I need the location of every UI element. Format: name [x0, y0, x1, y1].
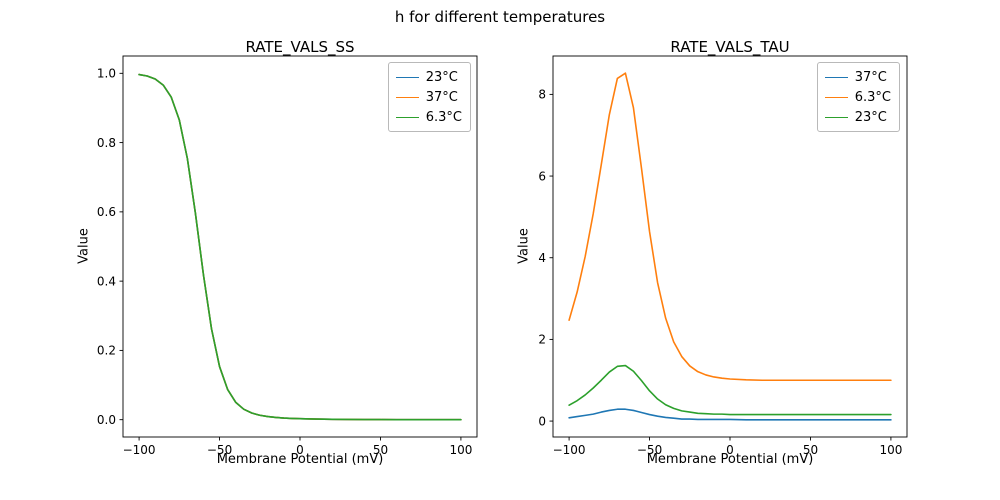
- x-tick-label: 100: [879, 443, 902, 457]
- y-tick-label: 0.8: [97, 136, 116, 150]
- x-tick-label: 100: [449, 443, 472, 457]
- y-axis-label-ss: Value: [76, 228, 92, 264]
- legend-line-sample: [824, 96, 848, 98]
- legend-label: 37°C: [854, 69, 887, 85]
- subplot-rate-vals-ss: −100 −50 0 50 100 0.0 0.2 0.4 0.6 0.8 1.0 RATE_VAL…: [76, 38, 478, 467]
- y-tick-label: 1.0: [97, 67, 116, 81]
- legend-entry-2: 23°C: [824, 107, 891, 127]
- x-tick-label: −100: [123, 443, 156, 457]
- figure-title: h for different temperatures: [394, 8, 606, 26]
- legend-label: 6.3°C: [854, 89, 891, 105]
- x-tick-label: −50: [207, 443, 232, 457]
- subplot-rate-vals-tau: −100 −50 0 50 100 0 2 4 6 8 RATE_VALS_TAU Value M…: [500, 0, 1000, 500]
- y-tick-label: 0.2: [97, 344, 116, 358]
- legend-label: 6.3°C: [425, 109, 462, 125]
- y-tick-label: 0.0: [97, 413, 116, 427]
- x-axis-label-tau: Membrane Potential (mV): [646, 452, 814, 467]
- subplot-title-tau: RATE_VALS_TAU: [670, 38, 790, 56]
- legend-line-sample: [395, 96, 419, 98]
- plot-area-tau: −100 −50 0 50 100 0 2 4 6 8: [538, 55, 908, 457]
- legend-entry-0: 23°C: [395, 67, 462, 87]
- legend-entry-1: 6.3°C: [824, 87, 891, 107]
- series-line-2: [138, 73, 462, 421]
- y-tick-label: 2: [538, 333, 546, 347]
- x-tick-label: 50: [373, 443, 388, 457]
- y-tick-label: 6: [538, 169, 546, 183]
- legend-label: 23°C: [425, 69, 458, 85]
- legend-line-sample: [395, 76, 419, 78]
- y-tick-label: 4: [538, 251, 546, 265]
- legend-label: 23°C: [854, 109, 887, 125]
- series-line-1: [568, 72, 892, 382]
- series-line-2: [568, 364, 892, 416]
- x-tick-label: 0: [726, 443, 734, 457]
- x-tick-label: 0: [296, 443, 304, 457]
- legend-entry-0: 37°C: [824, 67, 891, 87]
- subplot-title-ss: RATE_VALS_SS: [245, 38, 355, 56]
- legend-entry-2: 6.3°C: [395, 107, 462, 127]
- y-axis-label-tau: Value: [516, 228, 532, 264]
- legend-line-sample: [824, 76, 848, 78]
- x-tick-label: −100: [553, 443, 586, 457]
- x-axis-label-ss: Membrane Potential (mV): [216, 452, 384, 467]
- legend-label: 37°C: [425, 89, 458, 105]
- legend-entry-1: 37°C: [395, 87, 462, 107]
- legend-ss: 23°C 37°C 6.3°C: [387, 62, 471, 132]
- x-tick-label: −50: [637, 443, 662, 457]
- y-tick-label: 0.6: [97, 205, 116, 219]
- plot-area-ss: −100 −50 0 50 100 0.0 0.2 0.4 0.6 0.8 1.0: [97, 55, 478, 457]
- y-tick-label: 8: [538, 88, 546, 102]
- legend-line-sample: [824, 116, 848, 118]
- legend-tau: 37°C 6.3°C 23°C: [816, 62, 900, 132]
- x-tick-label: 50: [803, 443, 818, 457]
- y-tick-label: 0.4: [97, 274, 116, 288]
- legend-line-sample: [395, 116, 419, 118]
- y-tick-label: 0: [538, 414, 546, 428]
- series-line-0: [568, 408, 892, 421]
